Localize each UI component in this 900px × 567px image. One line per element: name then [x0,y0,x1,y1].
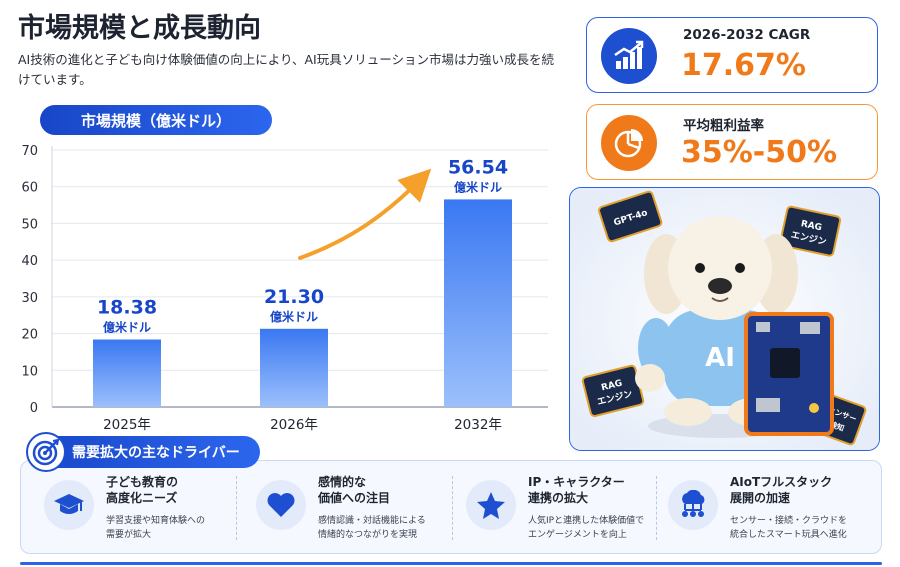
bar-unit-label: 億米ドル [103,320,151,335]
chip-label-rag-top: RAG [800,219,823,233]
y-tick-label: 70 [21,144,38,159]
growth-arrow [298,168,432,260]
driver-ip: IP・キャラクター 連携の拡大 人気IPと連携した体験価値で エンゲージメントを… [466,474,678,546]
bar [260,328,328,407]
driver-desc: 感情認識・対話機能による 情緒的なつながりを実現 [318,516,426,540]
cagr-card: 2026-2032 CAGR 17.67% [586,17,878,93]
driver-aiot: AIoTフルスタック 展開の加速 センサー・接続・クラウドを 統合したスマート玩… [668,474,880,546]
page-title: 市場規模と成長動向 [18,13,261,44]
driver-title: AIoTフルスタック 展開の加速 [730,475,833,505]
gross-margin-value: 35%-50% [681,135,838,170]
gpt-chip: GPT-4o [598,190,663,243]
cagr-label: 2026-2032 CAGR [683,27,811,43]
chart-title-pill: 市場規模（億米ドル） [40,105,272,135]
rag-chip-bottom: RAG エンジン [581,364,645,417]
driver-divider [452,476,453,540]
shirt-ai-text: AI [705,343,735,373]
page-subtitle: AI技術の進化と子ども向け体験価値の向上により、AI玩具ソリューション市場は力強… [18,52,554,87]
bar-value-label: 56.54 [448,156,508,178]
bar [444,199,512,407]
target-icon [26,432,66,472]
heart-icon [256,480,306,530]
bar-value-label: 18.38 [97,297,157,319]
cagr-value: 17.67% [681,48,806,83]
gross-margin-card: 平均粗利益率 35%-50% [586,104,878,180]
driver-divider [236,476,237,540]
y-tick-label: 0 [30,401,38,416]
x-tick-label: 2032年 [454,417,502,433]
circuit-board [744,312,834,436]
driver-emotion: 感情的な 価値への注目 感情認識・対話機能による 情緒的なつながりを実現 [256,474,468,546]
y-tick-label: 30 [21,291,38,306]
driver-desc: センサー・接続・クラウドを 統合したスマート玩具へ進化 [730,516,848,540]
bar-value-label: 21.30 [264,286,324,308]
x-tick-label: 2025年 [103,417,151,433]
driver-desc: 人気IPと連携した体験価値で エンゲージメントを向上 [528,516,645,540]
y-tick-label: 50 [21,217,38,232]
chip-label-rag-bottom: RAG [600,379,623,394]
drivers-panel [20,460,882,554]
bar-unit-label: 億米ドル [454,179,502,194]
bottom-accent-line [20,562,882,565]
rag-chip-top: RAG エンジン [779,205,842,257]
y-tick-label: 60 [21,181,38,196]
y-tick-label: 10 [21,364,38,379]
ai-toy-illustration: GPT-4o RAG エンジン RAG エンジン 50+センサー 統合検知 [569,187,880,451]
gross-margin-label: 平均粗利益率 [683,118,764,134]
driver-divider [656,476,657,540]
driver-title: 子ども教育の 高度化ニーズ [106,475,179,505]
bar [93,339,161,407]
graduation-cap-icon [44,480,94,530]
driver-title: 感情的な 価値への注目 [318,475,391,505]
star-icon [466,480,516,530]
bar-unit-label: 億米ドル [270,309,318,324]
drivers-header: 需要拡大の主なドライバー [28,436,260,468]
driver-education: 子ども教育の 高度化ニーズ 学習支援や知育体験への 需要が拡大 [44,474,256,546]
growth-chart-icon [601,28,657,84]
x-tick-label: 2026年 [270,417,318,433]
driver-title: IP・キャラクター 連携の拡大 [528,475,625,505]
y-tick-label: 20 [21,328,38,343]
cloud-network-icon [668,480,718,530]
pie-chart-icon [601,115,657,171]
y-tick-label: 40 [21,254,38,269]
driver-desc: 学習支援や知育体験への 需要が拡大 [106,516,206,540]
